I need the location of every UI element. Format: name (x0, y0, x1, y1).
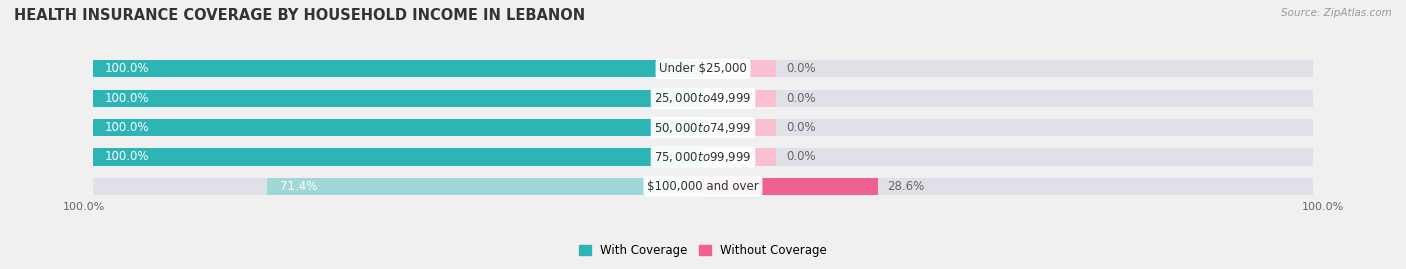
Text: $75,000 to $99,999: $75,000 to $99,999 (654, 150, 752, 164)
Text: 100.0%: 100.0% (62, 203, 104, 213)
Bar (93, 90, 703, 107)
Bar (93, 119, 703, 136)
Bar (703, 119, 1313, 136)
Text: 28.6%: 28.6% (887, 180, 925, 193)
Bar (93, 119, 703, 136)
Bar (703, 119, 776, 136)
Bar (93, 61, 703, 77)
Text: 100.0%: 100.0% (105, 62, 149, 76)
Bar (93, 148, 703, 165)
Bar (703, 61, 776, 77)
Text: 0.0%: 0.0% (786, 62, 815, 76)
Text: Under $25,000: Under $25,000 (659, 62, 747, 76)
Bar (703, 178, 877, 195)
Bar (93, 61, 703, 77)
Bar (703, 90, 776, 107)
Text: HEALTH INSURANCE COVERAGE BY HOUSEHOLD INCOME IN LEBANON: HEALTH INSURANCE COVERAGE BY HOUSEHOLD I… (14, 8, 585, 23)
Text: $25,000 to $49,999: $25,000 to $49,999 (654, 91, 752, 105)
Bar (93, 90, 703, 107)
Text: 100.0%: 100.0% (105, 150, 149, 164)
Bar (93, 178, 703, 195)
Text: 71.4%: 71.4% (280, 180, 316, 193)
Bar (703, 148, 1313, 165)
Bar (703, 90, 1313, 107)
Text: $50,000 to $74,999: $50,000 to $74,999 (654, 121, 752, 135)
Text: $100,000 and over: $100,000 and over (647, 180, 759, 193)
Bar (93, 148, 703, 165)
Bar (703, 61, 1313, 77)
Text: 100.0%: 100.0% (105, 121, 149, 134)
Text: 100.0%: 100.0% (105, 92, 149, 105)
Text: 0.0%: 0.0% (786, 150, 815, 164)
Text: 100.0%: 100.0% (1302, 203, 1344, 213)
Text: 0.0%: 0.0% (786, 121, 815, 134)
Text: Source: ZipAtlas.com: Source: ZipAtlas.com (1281, 8, 1392, 18)
Legend: With Coverage, Without Coverage: With Coverage, Without Coverage (574, 239, 832, 261)
Bar (267, 178, 703, 195)
Text: 0.0%: 0.0% (786, 92, 815, 105)
Bar (703, 148, 776, 165)
Bar (703, 178, 1313, 195)
